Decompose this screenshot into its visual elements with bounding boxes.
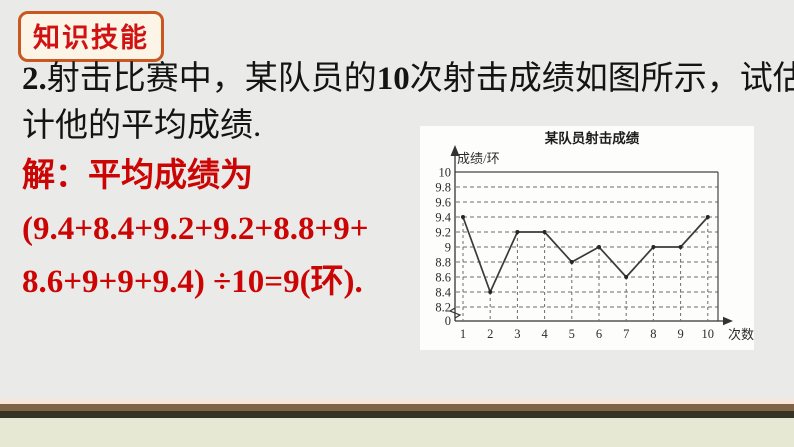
section-badge-label: 知识技能 bbox=[33, 23, 149, 53]
svg-text:成绩/环: 成绩/环 bbox=[457, 151, 500, 166]
svg-text:8.2: 8.2 bbox=[435, 301, 451, 315]
svg-text:7: 7 bbox=[623, 327, 629, 341]
svg-text:9.8: 9.8 bbox=[435, 181, 451, 195]
footer-stripe-pink bbox=[0, 399, 794, 404]
shooting-scores-line-chart: 某队员射击成绩成绩/环109.89.69.49.298.88.68.48.20次… bbox=[435, 130, 754, 342]
solution-line-2: (9.4+8.4+9.2+9.2+8.8+9+ bbox=[22, 211, 369, 247]
svg-text:9: 9 bbox=[677, 327, 683, 341]
svg-text:8.4: 8.4 bbox=[435, 286, 451, 300]
svg-text:5: 5 bbox=[569, 327, 575, 341]
solution-text: 解：平均成绩为 (9.4+8.4+9.2+9.2+8.8+9+ 8.6+9+9+… bbox=[22, 150, 422, 309]
svg-text:某队员射击成绩: 某队员射击成绩 bbox=[545, 130, 640, 146]
footer-stripe-brown bbox=[0, 404, 794, 411]
svg-text:9.2: 9.2 bbox=[435, 226, 451, 240]
svg-text:9.4: 9.4 bbox=[435, 211, 451, 225]
svg-text:9.6: 9.6 bbox=[435, 196, 451, 210]
svg-text:2: 2 bbox=[487, 327, 493, 341]
svg-text:8.6: 8.6 bbox=[435, 271, 451, 285]
svg-text:10: 10 bbox=[439, 166, 452, 180]
footer-stripe-dark bbox=[0, 411, 794, 418]
problem-segment-1: 射击比赛中，某队员的 bbox=[46, 61, 377, 97]
section-badge: 知识技能 bbox=[18, 11, 164, 62]
solution-line-3: 8.6+9+9+9.4) ÷10=9(环). bbox=[22, 264, 363, 300]
svg-text:3: 3 bbox=[514, 327, 520, 341]
svg-text:4: 4 bbox=[541, 327, 548, 341]
problem-line-1: 2.射击比赛中，某队员的10次射击成绩如图所示，试估 bbox=[22, 56, 794, 103]
problem-text: 2.射击比赛中，某队员的10次射击成绩如图所示，试估 计他的平均成绩. bbox=[22, 56, 794, 150]
chart-panel: 某队员射击成绩 成绩/环 10 9.8 9.6 9.4 9.2 9 8.8 8.6 8.4 8.2 0 次… bbox=[420, 126, 754, 350]
problem-number: 2. bbox=[22, 61, 47, 97]
svg-text:8.8: 8.8 bbox=[435, 256, 451, 270]
svg-text:1: 1 bbox=[460, 327, 466, 341]
problem-line-2: 计他的平均成绩. bbox=[22, 108, 262, 144]
problem-count: 10 bbox=[376, 61, 410, 97]
svg-text:10: 10 bbox=[702, 327, 715, 341]
footer-stripe-green bbox=[0, 418, 794, 447]
svg-text:8: 8 bbox=[650, 327, 656, 341]
svg-text:0: 0 bbox=[445, 314, 451, 328]
solution-line-1: 解：平均成绩为 bbox=[22, 158, 253, 194]
svg-text:6: 6 bbox=[596, 327, 602, 341]
problem-segment-2: 次射击成绩如图所示，试估 bbox=[409, 61, 794, 97]
svg-text:次数: 次数 bbox=[728, 327, 754, 342]
svg-text:9: 9 bbox=[445, 241, 451, 255]
